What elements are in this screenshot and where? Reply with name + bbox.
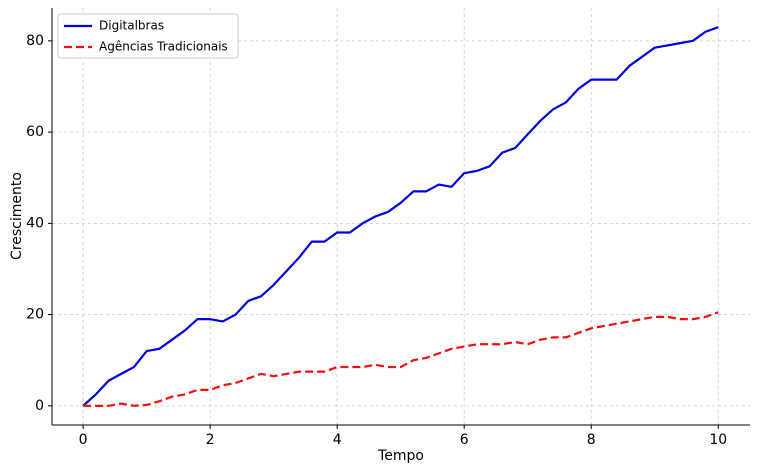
y-axis-label: Crescimento: [9, 172, 25, 260]
x-tick-label: 10: [709, 432, 727, 448]
y-tick-label: 80: [26, 33, 44, 49]
y-tick-label: 20: [26, 307, 44, 323]
legend-label: Agências Tradicionais: [99, 40, 228, 54]
legend-box: [57, 13, 239, 59]
x-tick-label: 4: [333, 432, 342, 448]
data-line: [83, 311, 719, 407]
y-tick-label: 0: [35, 398, 44, 414]
x-tick-label: 8: [587, 432, 596, 448]
y-tick-label: 60: [26, 124, 44, 140]
x-axis-label: Tempo: [377, 448, 424, 464]
x-tick-label: 2: [206, 432, 215, 448]
x-tick-label: 6: [460, 432, 469, 448]
y-tick-label: 40: [26, 215, 44, 231]
data-line: [82, 26, 719, 407]
legend-label: Digitalbras: [99, 19, 164, 33]
legend: Digitalbras Agências Tradicionais: [57, 13, 239, 59]
x-tick-label: 0: [79, 432, 88, 448]
